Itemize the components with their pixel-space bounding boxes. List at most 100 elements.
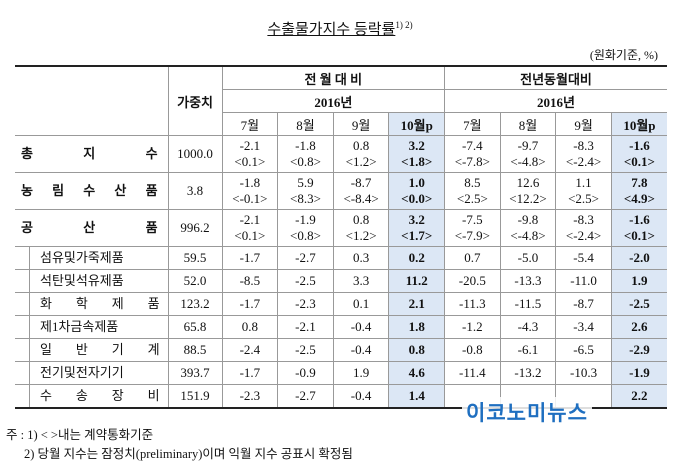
weight: 151.9 xyxy=(167,384,223,409)
value-cell: -5.4 xyxy=(555,246,612,270)
value-cell: -1.9 <0.8> xyxy=(277,209,334,247)
contract-value: <-2.4> xyxy=(565,154,602,169)
value-cell: -2.9 xyxy=(610,338,667,362)
group-header: 전년동월대비 xyxy=(444,65,667,90)
row-label-cell: 전기및전자기기 xyxy=(15,361,169,385)
value-cell: -5.0 xyxy=(499,246,557,270)
row-label: 전기및전자기기 xyxy=(29,362,168,384)
corner xyxy=(15,65,169,136)
contract-value: <-8.4> xyxy=(343,191,379,206)
value-cell: -13.3 xyxy=(499,269,557,293)
note: 주 : 1) < >내는 계약통화기준 xyxy=(6,428,154,442)
contract-value: <1.8> xyxy=(401,154,433,169)
value-cell: 3.3 xyxy=(332,269,390,293)
value: -1.8 xyxy=(239,175,261,190)
value: -13.3 xyxy=(514,273,542,288)
value-cell: -4.3 xyxy=(499,315,557,339)
value: -8.3 xyxy=(573,138,594,153)
title-text: 수출물가지수 등락률 xyxy=(267,22,396,38)
value: -1.7 xyxy=(239,296,261,311)
month-header: 10월p xyxy=(388,112,446,136)
value: -0.4 xyxy=(350,342,372,357)
watermark: 이코노미뉴스 xyxy=(462,397,592,427)
title: 수출물가지수 등락률1) 2) xyxy=(0,18,680,39)
row-label-cell: 섬유및가죽제품 xyxy=(15,246,169,270)
value: 0.8 xyxy=(352,138,370,153)
value-cell: 1.1 <2.5> xyxy=(555,172,612,210)
value-cell: 0.8 xyxy=(221,315,279,339)
value: -1.6 xyxy=(629,212,650,227)
header-row: 7월 8월 9월 10월p 7월 8월 9월 10월p xyxy=(15,112,667,136)
value: -1.9 xyxy=(629,365,650,380)
value: -2.5 xyxy=(629,296,650,311)
contract-value: <-7.8> xyxy=(454,154,490,169)
value-cell: -0.8 xyxy=(444,338,501,362)
row-label-cell: 수 송 장 비 xyxy=(15,384,169,409)
contract-value: <2.5> xyxy=(456,191,488,206)
value: -13.2 xyxy=(514,365,542,380)
value: -4.3 xyxy=(517,319,539,334)
weight: 88.5 xyxy=(167,338,223,362)
value-cell: -20.5 xyxy=(444,269,501,293)
value: -11.3 xyxy=(459,296,486,311)
value: 0.3 xyxy=(352,250,370,265)
row-label: 일 반 기 계 xyxy=(29,339,168,361)
value: 0.8 xyxy=(408,342,425,357)
value-cell: -6.5 xyxy=(555,338,612,362)
value: -11.0 xyxy=(570,273,597,288)
weight: 59.5 xyxy=(167,246,223,270)
row-label: 석탄및석유제품 xyxy=(29,270,168,292)
year-header: 2016년 xyxy=(222,89,446,113)
value-cell: -2.1 xyxy=(277,315,334,339)
header-row: 가중치 전 월 대 비 전년동월대비 xyxy=(15,65,667,136)
value: 7.8 xyxy=(631,175,648,190)
value-cell: 0.7 xyxy=(444,246,501,270)
row-label: 농 림 수 산 품 xyxy=(21,183,158,198)
table-row: 섬유및가죽제품 59.5 -1.7 -2.7 0.3 0.2 0.7 -5.0 -5.4 -2.0 xyxy=(15,246,667,270)
value-cell: -1.7 xyxy=(221,292,279,316)
value: 1.4 xyxy=(408,388,425,403)
table-row: 석탄및석유제품 52.0 -8.5 -2.5 3.3 11.2 -20.5 -13.3 -11.… xyxy=(15,269,667,293)
value-cell: -11.3 xyxy=(444,292,501,316)
value: -2.0 xyxy=(629,250,650,265)
value: -0.9 xyxy=(295,365,316,380)
value: -6.1 xyxy=(517,342,539,357)
value: -8.7 xyxy=(350,175,372,190)
value: -2.7 xyxy=(295,388,316,403)
weight: 52.0 xyxy=(167,269,223,293)
value: -2.3 xyxy=(295,296,316,311)
value-cell: 0.1 xyxy=(332,292,390,316)
row-label-cell: 제1차금속제품 xyxy=(15,315,169,339)
value-cell: 1.0 <0.0> xyxy=(388,172,446,210)
value: -1.6 xyxy=(629,138,650,153)
value-cell: 1.9 xyxy=(610,269,667,293)
value: -2.1 xyxy=(295,319,316,334)
row-label: 섬유및가죽제품 xyxy=(29,247,168,269)
value-cell: -0.4 xyxy=(332,338,390,362)
value: 0.7 xyxy=(464,250,481,265)
value-cell: 4.6 xyxy=(388,361,446,385)
value-cell: -7.5 <-7.9> xyxy=(444,209,501,247)
table-row: 일 반 기 계 88.5 -2.4 -2.5 -0.4 0.8 -0.8 -6.1 -6.5 -2… xyxy=(15,338,667,362)
value: -11.4 xyxy=(459,365,486,380)
value-cell: 0.2 xyxy=(388,246,446,270)
value: 11.2 xyxy=(405,273,428,288)
value-cell: -2.7 xyxy=(277,246,334,270)
month-header: 8월 xyxy=(499,112,557,136)
contract-value: <-4.8> xyxy=(510,154,546,169)
value: 1.8 xyxy=(408,319,425,334)
contract-value: <-7.9> xyxy=(454,228,490,243)
value: 1.0 xyxy=(408,175,425,190)
table-row: 전기및전자기기 393.7 -1.7 -0.9 1.9 4.6 -11.4 -13.2 -10.… xyxy=(15,361,667,385)
contract-value: <12.2> xyxy=(509,191,547,206)
row-label-cell: 일 반 기 계 xyxy=(15,338,169,362)
value: 5.9 xyxy=(297,175,314,190)
value: 0.8 xyxy=(352,212,370,227)
value-cell: -1.8 <0.8> xyxy=(277,135,334,173)
value-cell: 1.8 xyxy=(388,315,446,339)
value: -2.7 xyxy=(295,250,316,265)
value-cell: -1.6 <0.1> xyxy=(610,135,667,173)
note: 2) 당월 지수는 잠정치(preliminary)이며 익월 지수 공표시 확… xyxy=(24,447,353,461)
value: 0.1 xyxy=(352,296,370,311)
